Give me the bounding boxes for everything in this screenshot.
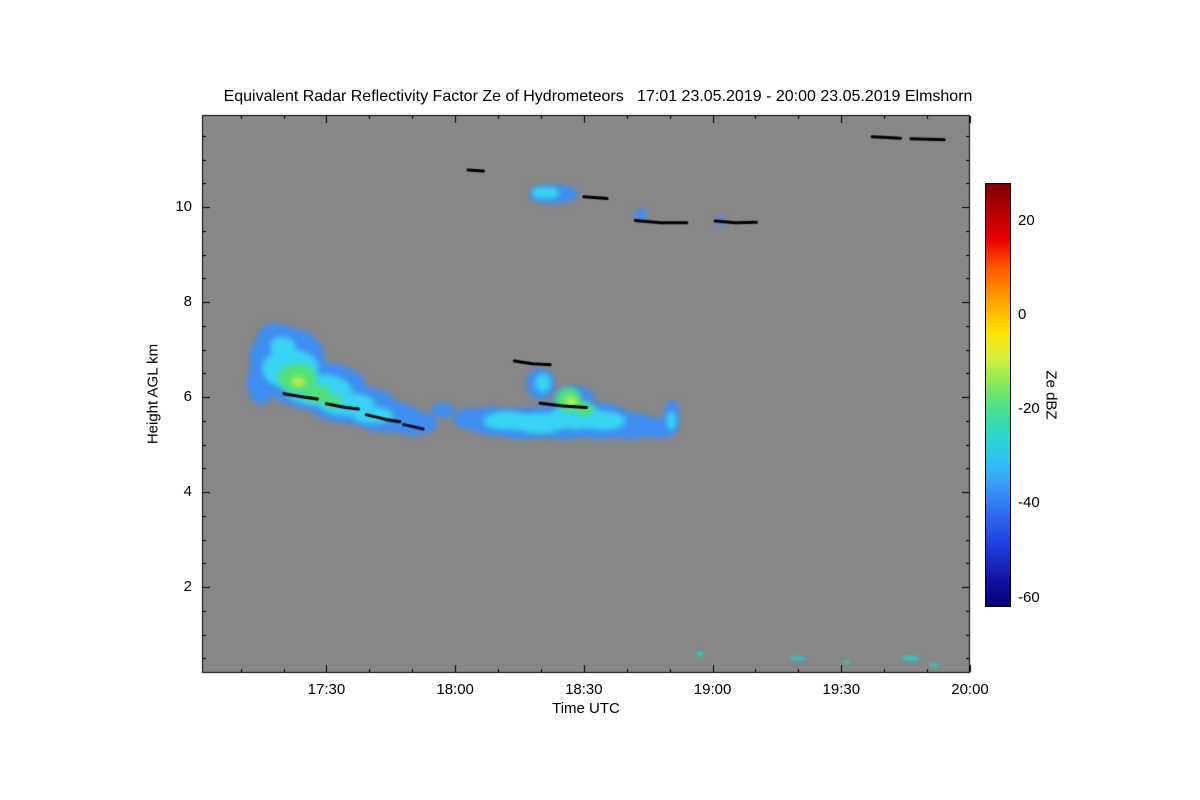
x-axis-label: Time UTC [552,700,620,717]
colorbar-tick-label: 0 [1018,305,1027,323]
x-tick-label: 19:30 [822,681,861,698]
colorbar-tick-label: 20 [1018,211,1035,229]
y-tick-label: 6 [183,388,192,406]
x-tick-label: 18:30 [565,681,603,698]
chart-title: Equivalent Radar Reflectivity Factor Ze … [223,88,973,105]
x-tick-label: 19:00 [693,681,732,698]
y-tick-label: 4 [183,483,192,501]
x-tick-label: 18:00 [436,681,474,698]
colorbar-tick-label: -40 [1018,494,1040,512]
colorbar-label: Ze dBZ [1042,370,1060,420]
colorbar-tick-label: -60 [1018,588,1040,606]
y-tick-label: 2 [183,578,192,596]
colorbar-tick-label: -20 [1018,400,1040,418]
x-tick-label: 17:30 [307,681,346,698]
colorbar [985,183,1011,607]
y-tick-label: 8 [183,293,192,311]
y-tick-label: 10 [175,198,192,216]
x-tick-label: 20:00 [951,681,989,698]
